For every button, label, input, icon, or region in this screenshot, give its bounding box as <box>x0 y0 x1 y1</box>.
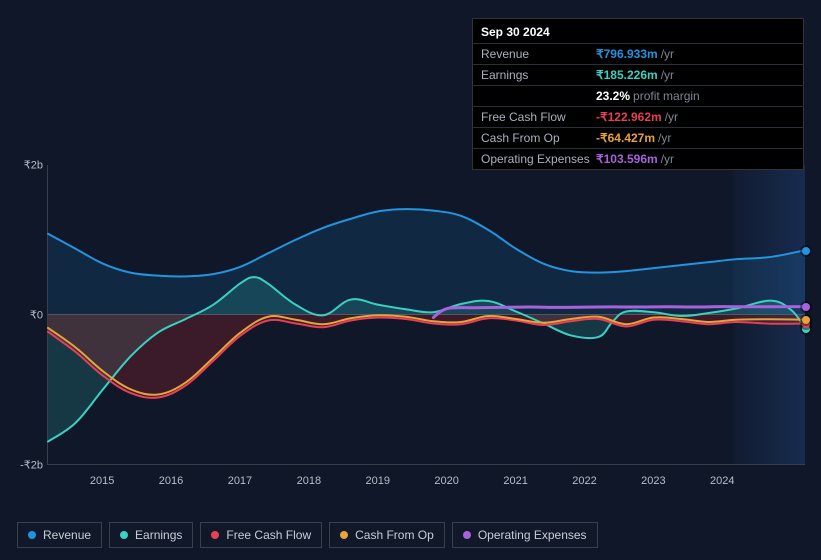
legend-dot-icon <box>120 531 128 539</box>
tooltip-metric-suffix: /yr <box>658 131 671 145</box>
tooltip-row: Revenue₹796.933m/yr <box>473 44 803 65</box>
tooltip-metric-value: 23.2% <box>596 89 630 103</box>
y-tick-label: -₹2b <box>20 459 43 472</box>
series-end-marker <box>802 316 810 324</box>
tooltip-metric-label <box>481 89 596 103</box>
tooltip-metric-suffix: /yr <box>661 47 674 61</box>
tooltip-metric-label: Free Cash Flow <box>481 110 596 124</box>
tooltip-metric-value: ₹796.933m <box>596 47 658 61</box>
x-tick-label: 2024 <box>710 475 734 487</box>
tooltip-metric-suffix: profit margin <box>633 89 700 103</box>
chart-plot-area[interactable] <box>47 165 805 465</box>
legend-dot-icon <box>463 531 471 539</box>
legend-item[interactable]: Earnings <box>109 522 193 548</box>
y-tick-label: ₹2b <box>24 159 43 172</box>
legend-item[interactable]: Revenue <box>17 522 102 548</box>
legend-label: Earnings <box>135 528 182 542</box>
tooltip-row: Operating Expenses₹103.596m/yr <box>473 149 803 169</box>
tooltip-metric-value: -₹64.427m <box>596 131 655 145</box>
x-tick-label: 2016 <box>159 475 183 487</box>
tooltip-metric-value: ₹103.596m <box>596 152 658 166</box>
tooltip-row: Cash From Op-₹64.427m/yr <box>473 128 803 149</box>
x-tick-label: 2021 <box>503 475 527 487</box>
tooltip-metric-label: Cash From Op <box>481 131 596 145</box>
tooltip-row: 23.2%profit margin <box>473 86 803 107</box>
legend-dot-icon <box>340 531 348 539</box>
legend-item[interactable]: Free Cash Flow <box>200 522 322 548</box>
tooltip-metric-suffix: /yr <box>661 68 674 82</box>
tooltip-metric-label: Revenue <box>481 47 596 61</box>
tooltip-metric-suffix: /yr <box>665 110 678 124</box>
x-tick-label: 2019 <box>366 475 390 487</box>
x-axis: 2015 2016 2017 2018 2019 2020 2021 2022 2023 2024 <box>47 475 805 495</box>
series-end-marker <box>802 247 810 255</box>
data-tooltip: Sep 30 2024 Revenue₹796.933m/yrEarnings₹… <box>472 18 804 170</box>
tooltip-date: Sep 30 2024 <box>473 19 803 44</box>
y-tick-label: ₹0 <box>30 309 43 322</box>
x-tick-label: 2018 <box>297 475 321 487</box>
tooltip-metric-value: -₹122.962m <box>596 110 662 124</box>
tooltip-metric-label: Earnings <box>481 68 596 82</box>
x-tick-label: 2023 <box>641 475 665 487</box>
legend-dot-icon <box>211 531 219 539</box>
tooltip-metric-suffix: /yr <box>661 152 674 166</box>
legend-item[interactable]: Operating Expenses <box>452 522 598 548</box>
tooltip-row: Free Cash Flow-₹122.962m/yr <box>473 107 803 128</box>
series-end-marker <box>802 303 810 311</box>
tooltip-metric-value: ₹185.226m <box>596 68 658 82</box>
x-tick-label: 2022 <box>572 475 596 487</box>
x-tick-label: 2020 <box>434 475 458 487</box>
chart-legend: Revenue Earnings Free Cash Flow Cash From O… <box>17 522 598 548</box>
legend-item[interactable]: Cash From Op <box>329 522 445 548</box>
legend-label: Revenue <box>43 528 91 542</box>
x-tick-label: 2015 <box>90 475 114 487</box>
legend-label: Cash From Op <box>355 528 434 542</box>
y-axis: ₹2b ₹0 -₹2b <box>17 160 47 480</box>
tooltip-metric-label: Operating Expenses <box>481 152 596 166</box>
x-tick-label: 2017 <box>228 475 252 487</box>
legend-dot-icon <box>28 531 36 539</box>
financials-chart: ₹2b₹0-₹2b 201520162017201820192020202120… <box>17 160 805 500</box>
tooltip-row: Earnings₹185.226m/yr <box>473 65 803 86</box>
legend-label: Free Cash Flow <box>226 528 311 542</box>
legend-label: Operating Expenses <box>478 528 587 542</box>
